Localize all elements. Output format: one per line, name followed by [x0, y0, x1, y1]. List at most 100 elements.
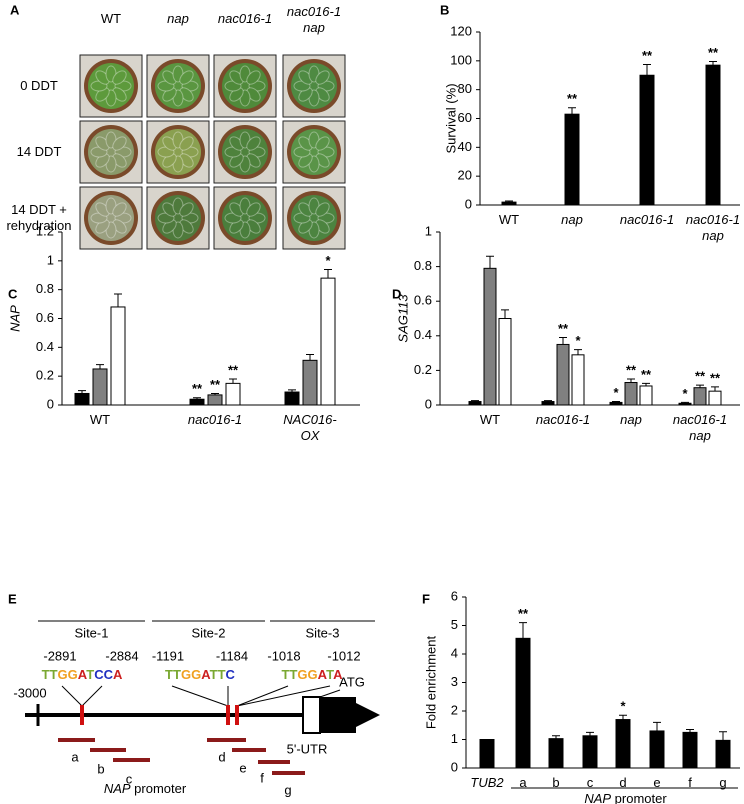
leaf: [112, 70, 127, 85]
leaf: [246, 202, 261, 217]
error-bar: [211, 392, 219, 395]
error-bar: [709, 61, 717, 66]
bar: [479, 739, 495, 769]
connector: [171, 685, 229, 707]
error-bar: [574, 349, 582, 355]
error-bar: [627, 378, 635, 383]
fragment-label: e: [239, 760, 246, 775]
x-tick-label: b: [552, 775, 560, 790]
significance: **: [567, 91, 578, 106]
leaf: [246, 70, 261, 85]
error-bar: [719, 731, 727, 741]
error-bar: [711, 386, 719, 392]
connector: [81, 685, 103, 707]
significance: **: [192, 381, 203, 396]
significance: *: [682, 386, 688, 401]
panel-letter: B: [440, 2, 449, 17]
y-tick-label: 0: [451, 759, 458, 774]
column-label: nap: [167, 11, 189, 26]
site-end: -1012: [327, 648, 360, 663]
error-bar: [501, 309, 509, 319]
fragment-label: b: [97, 761, 104, 776]
y-tick-label: 100: [450, 52, 472, 67]
y-tick-label: 5: [451, 617, 458, 632]
y-tick-label: 0.6: [36, 310, 54, 325]
site-sequence: TTGGATTC: [165, 667, 236, 682]
error-bar: [544, 400, 552, 402]
y-tick-label: 0: [425, 396, 432, 411]
leaf: [315, 70, 330, 85]
error-bar: [619, 714, 627, 720]
bar: [541, 401, 555, 406]
y-axis-label: Survival (%): [443, 83, 458, 153]
row-label: 14 DDT + rehydration: [6, 202, 72, 233]
utr-box: [302, 696, 321, 734]
bar: [639, 385, 653, 406]
bar: [189, 398, 205, 406]
y-tick-label: 0.2: [36, 368, 54, 383]
bar: [708, 390, 722, 406]
error-bar: [686, 729, 694, 733]
atg-label: ATG: [339, 674, 365, 689]
error-bar: [643, 63, 651, 76]
x-tick-label: a: [519, 775, 527, 790]
error-bar: [114, 293, 122, 307]
bar: [678, 402, 692, 406]
bar: [501, 201, 517, 206]
significance: **: [708, 45, 719, 60]
panel-letter: A: [10, 2, 20, 17]
significance: **: [626, 362, 637, 377]
bar: [649, 730, 665, 769]
site-sequence: TTGGATA: [282, 667, 344, 682]
x-tick-label: e: [653, 775, 661, 790]
x-tick-label: c: [586, 775, 594, 790]
bar: [110, 306, 126, 406]
connector: [236, 685, 331, 707]
row-label: 14 DDT: [16, 144, 62, 159]
x-tick-label: WT: [498, 212, 520, 227]
fragment-label: f: [260, 770, 264, 785]
error-bar: [78, 390, 86, 394]
row-label: 0 DDT: [20, 78, 58, 93]
x-tick-label: nac016-1: [535, 412, 591, 427]
bar: [468, 401, 482, 406]
y-axis-label: SAG113: [395, 294, 410, 343]
site-label: Site-2: [192, 625, 226, 640]
bar: [483, 267, 497, 406]
connector: [236, 685, 289, 707]
x-tick-label: nac016-1 nap: [685, 212, 741, 243]
site-label: Site-1: [75, 625, 109, 640]
start-label: -3000: [13, 685, 46, 700]
y-tick-label: 120: [450, 23, 472, 38]
fragment-label: a: [71, 749, 79, 764]
bar: [207, 394, 223, 406]
error-bar: [559, 337, 567, 345]
x-tick-label: nac016-1: [187, 412, 243, 427]
significance: *: [575, 333, 581, 348]
error-bar: [471, 400, 479, 402]
error-bar: [96, 364, 104, 369]
x-tick-label: d: [619, 775, 627, 790]
bar: [705, 64, 721, 206]
significance: **: [695, 369, 706, 384]
bar: [571, 354, 585, 406]
leaf: [179, 136, 194, 151]
error-bar: [586, 731, 594, 736]
x-tick-label: f: [688, 775, 692, 790]
utr-label: 5'-UTR: [287, 741, 328, 756]
column-label: nac016-1 nap: [286, 4, 342, 35]
x-tick-label: nac016-1 nap: [672, 412, 728, 443]
diagram-caption: NAP promoter: [104, 781, 187, 796]
significance: *: [325, 253, 331, 268]
column-label: nac016-1: [217, 11, 273, 26]
x-tick-label: WT: [89, 412, 111, 427]
y-tick-label: 3: [451, 674, 458, 689]
y-tick-label: 0.2: [414, 362, 432, 377]
site-label: Site-3: [306, 625, 340, 640]
bar: [302, 359, 318, 406]
leaf: [112, 202, 127, 217]
site-end: -2884: [105, 648, 138, 663]
error-bar: [519, 622, 527, 639]
